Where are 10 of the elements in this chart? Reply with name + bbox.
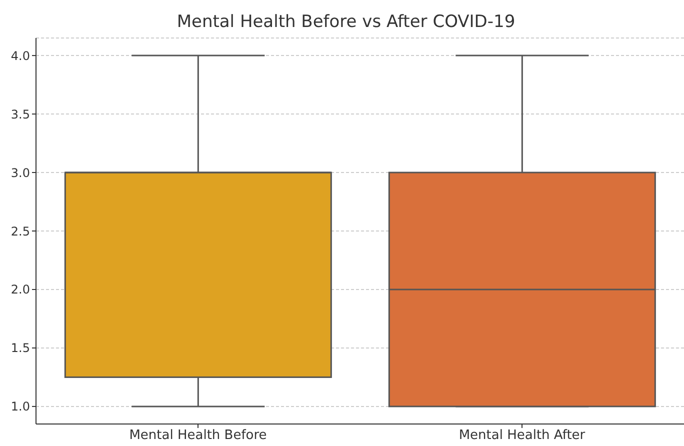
x-tick-label: Mental Health Before — [129, 428, 267, 444]
y-tick-label: 4.0 — [10, 48, 30, 63]
chart-title: Mental Health Before vs After COVID-19 — [176, 12, 516, 32]
y-tick-label: 1.0 — [10, 400, 30, 414]
y-tick-label: 3.5 — [10, 107, 30, 122]
y-tick-label: 2.5 — [10, 224, 30, 238]
y-tick-label: 3.0 — [10, 166, 30, 180]
y-tick-label: 1.5 — [10, 341, 30, 356]
y-tick-label: 2.0 — [10, 282, 30, 297]
x-tick-label: Mental Health After — [458, 428, 586, 444]
